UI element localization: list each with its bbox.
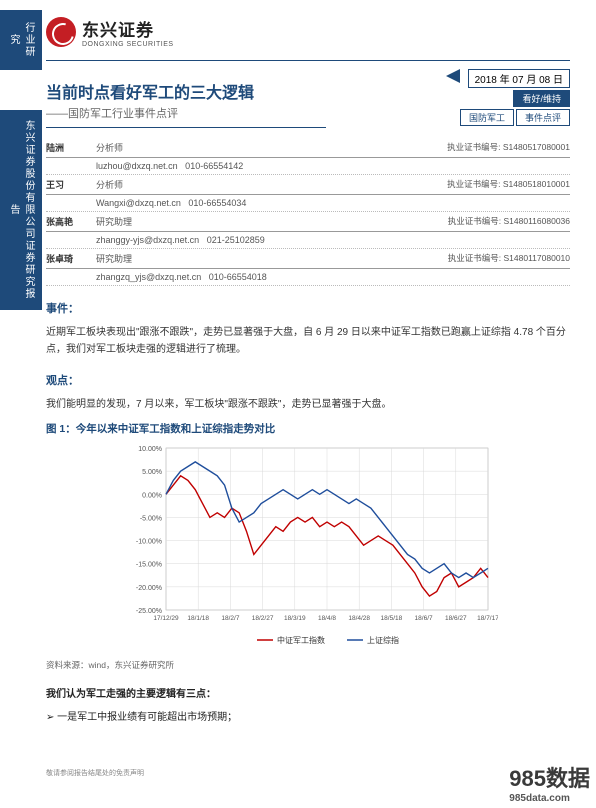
watermark-big: 985数据 (509, 766, 590, 791)
logic-intro: 我们认为军工走强的主要逻辑有三点： (46, 685, 570, 700)
company-logo: 东兴证券 DONGXING SECURITIES (46, 16, 174, 48)
left-sidebar: 行业研究 东兴证券股份有限公司证券研究报告 (0, 0, 26, 808)
svg-text:上证综指: 上证综指 (367, 635, 399, 645)
analyst-email: zhangzq_yjs@dxzq.net.cn 010-66554018 (96, 272, 267, 282)
svg-text:18/3/19: 18/3/19 (284, 615, 306, 622)
svg-text:-10.00%: -10.00% (136, 539, 162, 546)
svg-text:-15.00%: -15.00% (136, 562, 162, 569)
analyst-name: 张高艳 (46, 215, 96, 228)
chart-container: -25.00% -20.00% -15.00% -10.00% -5.00% 0.00% 5… (118, 440, 498, 655)
logo-text-cn: 东兴证券 (82, 16, 174, 41)
svg-text:18/2/27: 18/2/27 (252, 615, 274, 622)
bullet-1: ➢ 一是军工中报业绩有可能超出市场预期； (46, 708, 570, 723)
svg-text:-20.00%: -20.00% (136, 585, 162, 592)
svg-text:-5.00%: -5.00% (140, 515, 162, 522)
analyst-email: zhanggy-yjs@dxzq.net.cn 021-25102859 (96, 235, 265, 245)
svg-text:18/5/18: 18/5/18 (381, 615, 403, 622)
svg-text:18/2/7: 18/2/7 (221, 615, 239, 622)
event-label: 事件： (46, 300, 570, 316)
title-row: 当前时点看好军工的三大逻辑 ——国防军工行业事件点评 2018 年 07 月 0… (46, 60, 570, 128)
svg-text:18/7/17: 18/7/17 (477, 615, 498, 622)
analyst-role: 分析师 (96, 178, 296, 191)
logo-text-en: DONGXING SECURITIES (82, 41, 174, 48)
analyst-role: 研究助理 (96, 252, 296, 265)
svg-text:18/1/18: 18/1/18 (187, 615, 209, 622)
chart-source: 资料来源：wind，东兴证券研究所 (46, 659, 570, 671)
svg-text:0.00%: 0.00% (142, 492, 162, 499)
event-text: 近期军工板块表现出"跟涨不跟跌"，走势已显著强于大盘，自 6 月 29 日以来中… (46, 324, 570, 358)
svg-text:18/6/7: 18/6/7 (415, 615, 433, 622)
analyst-name: 陆洲 (46, 141, 96, 154)
type-tag: 事件点评 (516, 109, 570, 126)
watermark-small: 985data.com (509, 793, 590, 804)
report-subtitle: ——国防军工行业事件点评 (46, 105, 326, 121)
svg-text:17/12/29: 17/12/29 (153, 615, 179, 622)
chart-title: 图 1：今年以来中证军工指数和上证综指走势对比 (46, 421, 570, 436)
view-text: 我们能明显的发现，7 月以来，军工板块"跟涨不跟跌"，走势已显著强于大盘。 (46, 396, 570, 413)
analyst-cert: 执业证书编号: S1480117080010 (448, 252, 570, 265)
analyst-name: 张卓琦 (46, 252, 96, 265)
sector-tag: 国防军工 (460, 109, 514, 126)
analyst-email: Wangxi@dxzq.net.cn 010-66554034 (96, 198, 246, 208)
view-label: 观点： (46, 372, 570, 388)
analyst-cert: 执业证书编号: S1480116080036 (448, 215, 570, 228)
svg-text:中证军工指数: 中证军工指数 (277, 635, 325, 645)
analyst-role: 分析师 (96, 141, 296, 154)
analyst-cert: 执业证书编号: S1480517080001 (447, 141, 570, 154)
analyst-name: 王习 (46, 178, 96, 191)
svg-text:-25.00%: -25.00% (136, 608, 162, 615)
svg-text:18/4/8: 18/4/8 (318, 615, 336, 622)
logo-icon (46, 17, 76, 47)
rating-tag: 看好/维持 (513, 90, 570, 107)
analysts-table: 陆洲分析师执业证书编号: S1480517080001luzhou@dxzq.n… (46, 138, 570, 286)
line-chart: -25.00% -20.00% -15.00% -10.00% -5.00% 0.00% 5… (118, 440, 498, 650)
page-content: 东兴证券 DONGXING SECURITIES 当前时点看好军工的三大逻辑 —… (34, 0, 588, 729)
svg-text:18/4/28: 18/4/28 (348, 615, 370, 622)
report-date: 2018 年 07 月 08 日 (468, 69, 570, 88)
svg-text:5.00%: 5.00% (142, 469, 162, 476)
svg-text:18/6/27: 18/6/27 (445, 615, 467, 622)
analyst-email: luzhou@dxzq.net.cn 010-66554142 (96, 161, 243, 171)
analyst-cert: 执业证书编号: S1480518010001 (447, 178, 570, 191)
date-tags-block: 2018 年 07 月 08 日 看好/维持 国防军工 事件点评 (460, 69, 570, 128)
footer-disclaimer: 敬请参阅报告结尾处的免责声明 (46, 768, 144, 778)
report-title: 当前时点看好军工的三大逻辑 (46, 79, 326, 103)
analyst-role: 研究助理 (96, 215, 296, 228)
header: 东兴证券 DONGXING SECURITIES (46, 16, 570, 48)
svg-text:10.00%: 10.00% (138, 446, 162, 453)
watermark: 985数据 985data.com (509, 761, 590, 804)
